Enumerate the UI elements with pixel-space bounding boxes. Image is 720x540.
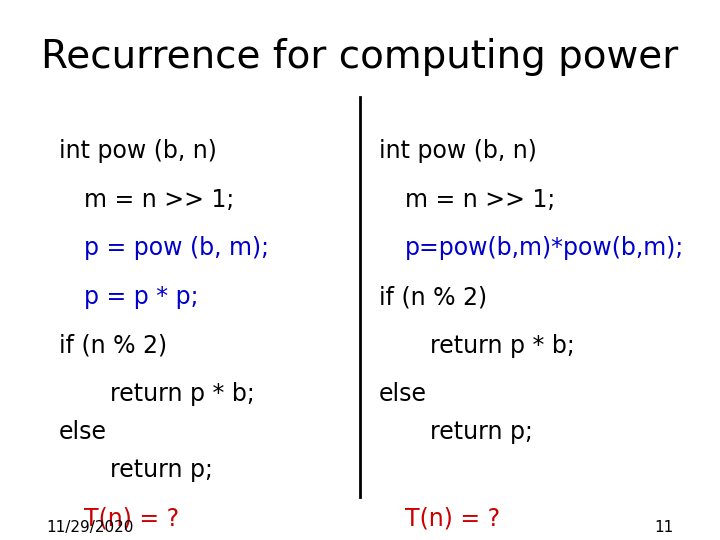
Text: 11/29/2020: 11/29/2020 [46,519,133,535]
Text: return p * b;: return p * b; [110,382,255,406]
Text: return p * b;: return p * b; [431,334,575,357]
Text: if (n % 2): if (n % 2) [59,334,167,357]
Text: if (n % 2): if (n % 2) [379,285,487,309]
Text: int pow (b, n): int pow (b, n) [379,139,537,163]
Text: m = n >> 1;: m = n >> 1; [405,188,555,212]
Text: else: else [59,420,107,444]
Text: return p;: return p; [431,420,534,444]
Text: else: else [379,382,427,406]
Text: p=pow(b,m)*pow(b,m);: p=pow(b,m)*pow(b,m); [405,237,684,260]
Text: T(n) = ?: T(n) = ? [84,507,179,530]
Text: T(n) = ?: T(n) = ? [405,507,500,530]
Text: p = p * p;: p = p * p; [84,285,199,309]
Text: return p;: return p; [110,458,213,482]
Text: 11: 11 [654,519,674,535]
Text: int pow (b, n): int pow (b, n) [59,139,217,163]
Text: p = pow (b, m);: p = pow (b, m); [84,237,269,260]
Text: Recurrence for computing power: Recurrence for computing power [41,38,679,76]
Text: m = n >> 1;: m = n >> 1; [84,188,235,212]
